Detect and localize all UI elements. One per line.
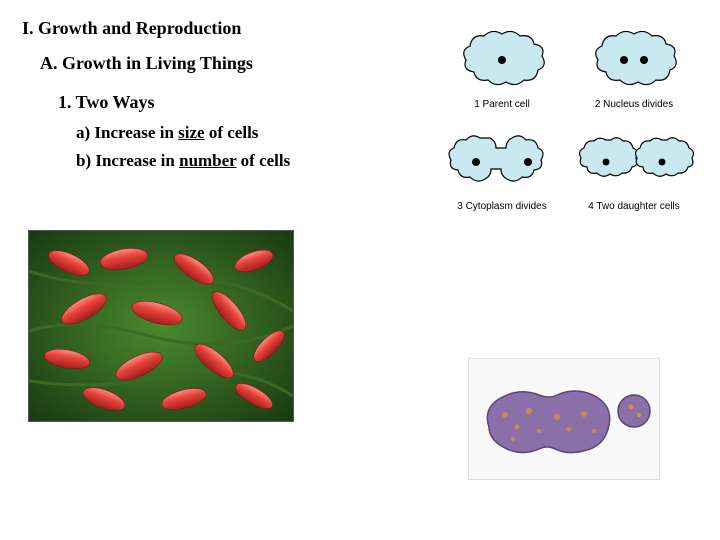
- cell-division-diagram: 1 Parent cell 2 Nucleus divides 3 Cytopl…: [438, 22, 698, 222]
- diagram-step-4: 4 Two daughter cells: [570, 124, 698, 222]
- diagram-caption-3: 3 Cytoplasm divides: [438, 201, 566, 212]
- item-a-prefix: a) Increase in: [76, 123, 178, 142]
- dividing-cell-photo: [468, 358, 660, 480]
- diagram-caption-4: 4 Two daughter cells: [570, 201, 698, 212]
- item-b-suffix: of cells: [236, 151, 290, 170]
- item-a-suffix: of cells: [205, 123, 259, 142]
- item-b-keyword: number: [179, 151, 236, 170]
- bacteria-photo: [28, 230, 294, 422]
- item-b-prefix: b) Increase in: [76, 151, 179, 170]
- diagram-step-2: 2 Nucleus divides: [570, 22, 698, 120]
- diagram-step-3: 3 Cytoplasm divides: [438, 124, 566, 222]
- item-a-keyword: size: [178, 123, 204, 142]
- diagram-caption-2: 2 Nucleus divides: [570, 99, 698, 110]
- diagram-caption-1: 1 Parent cell: [438, 99, 566, 110]
- diagram-step-1: 1 Parent cell: [438, 22, 566, 120]
